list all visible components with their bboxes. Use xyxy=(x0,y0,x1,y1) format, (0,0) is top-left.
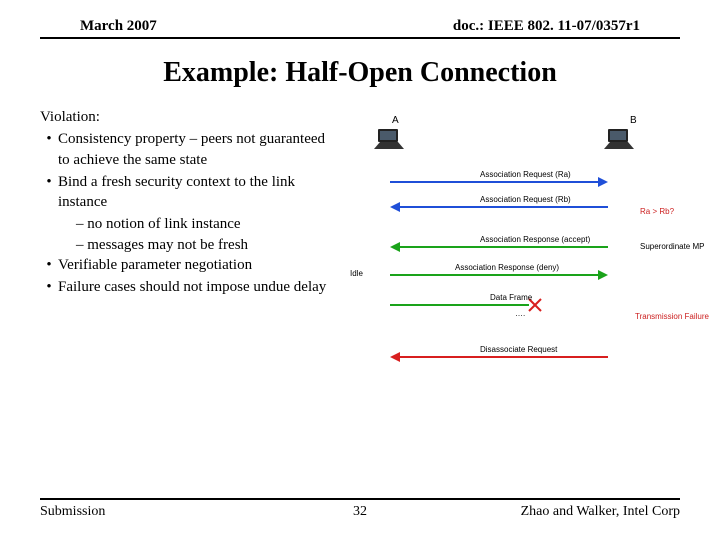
violation-block: Violation: •Consistency property – peers… xyxy=(40,107,340,417)
side-ra-rb: Ra > Rb? xyxy=(640,207,674,216)
bullet-3: Verifiable parameter negotiation xyxy=(58,255,252,275)
idle-label: Idle xyxy=(350,269,363,278)
bullet-1: Consistency property – peers not guarant… xyxy=(58,129,340,170)
header-date: March 2007 xyxy=(80,18,157,35)
header-doc: doc.: IEEE 802. 11-07/0357r1 xyxy=(453,18,640,35)
msg-data-frame: Data Frame xyxy=(490,293,532,302)
sub-1: – no notion of link instance xyxy=(76,214,340,234)
msg-resp-deny: Association Response (deny) xyxy=(455,263,559,272)
sequence-diagram: A B Idle Association Request (Ra) Associ… xyxy=(340,107,680,417)
arrows-svg xyxy=(340,107,680,417)
slide-title: Example: Half-Open Connection xyxy=(0,57,720,89)
footer-left: Submission xyxy=(40,504,105,520)
side-txfail: Transmission Failure xyxy=(635,312,709,321)
violation-heading: Violation: xyxy=(40,107,340,127)
msg-req-rb: Association Request (Rb) xyxy=(480,195,571,204)
sub-2: – messages may not be fresh xyxy=(76,235,340,255)
msg-disassoc: Disassociate Request xyxy=(480,345,557,354)
bullet-2: Bind a fresh security context to the lin… xyxy=(58,172,340,213)
side-super: Superordinate MP xyxy=(640,242,704,251)
footer-page: 32 xyxy=(353,504,367,520)
bullet-4: Failure cases should not impose undue de… xyxy=(58,277,326,297)
msg-resp-accept: Association Response (accept) xyxy=(480,235,590,244)
msg-req-ra: Association Request (Ra) xyxy=(480,170,571,179)
msg-dots: …. xyxy=(515,309,525,318)
footer-right: Zhao and Walker, Intel Corp xyxy=(521,504,680,520)
